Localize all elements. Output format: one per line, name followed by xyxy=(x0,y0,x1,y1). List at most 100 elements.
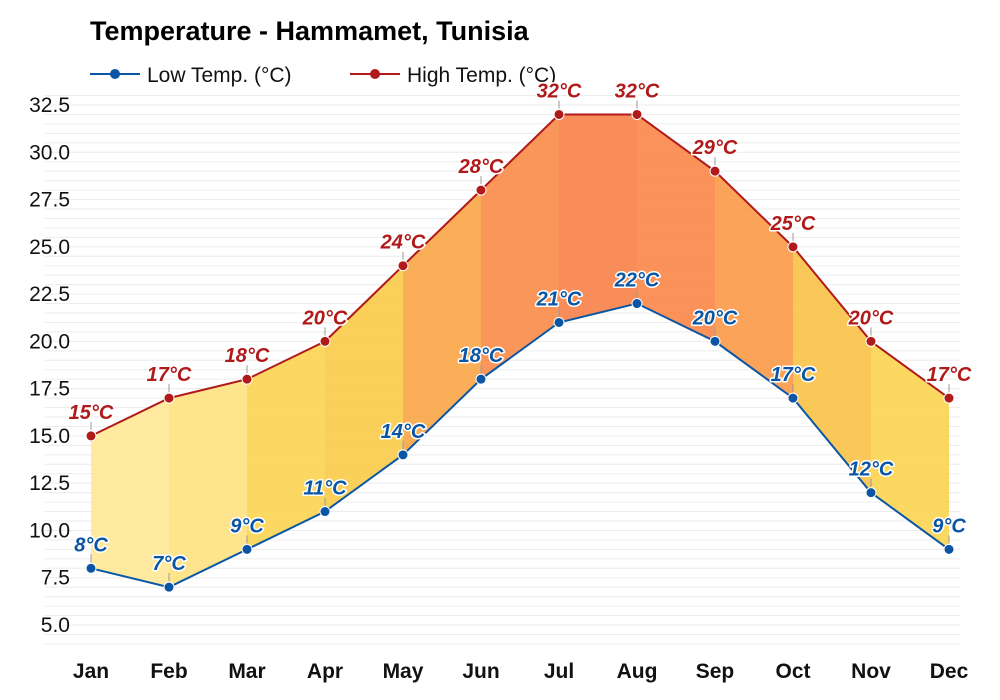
high-temp-point[interactable] xyxy=(85,430,97,442)
temperature-bands xyxy=(91,114,949,588)
band-segment xyxy=(637,114,715,342)
high-temp-point[interactable] xyxy=(787,241,799,253)
high-temp-point[interactable] xyxy=(943,392,955,404)
high-temp-label: 24°C xyxy=(380,232,426,254)
y-tick-label: 30.0 xyxy=(29,141,70,164)
y-tick-label: 20.0 xyxy=(29,330,70,353)
band-segment xyxy=(871,341,949,550)
y-tick-label: 22.5 xyxy=(29,283,70,306)
high-temp-label: 18°C xyxy=(225,345,270,367)
high-temp-point[interactable] xyxy=(397,260,409,272)
y-axis: 5.0 7.5 10.0 12.5 15.0 17.5 20.0 22.5 25.0 27.5 30… xyxy=(29,94,70,637)
low-temp-point[interactable] xyxy=(163,581,175,593)
low-temp-label: 17°C xyxy=(771,364,816,386)
legend-low-label: Low Temp. (°C) xyxy=(147,64,292,87)
legend: Low Temp. (°C) High Temp. (°C) xyxy=(90,64,556,87)
low-temp-point[interactable] xyxy=(241,543,253,555)
low-temp-label: 12°C xyxy=(849,459,894,481)
low-temp-line xyxy=(90,302,950,589)
low-temp-label: 9°C xyxy=(230,515,264,537)
low-temp-label: 11°C xyxy=(303,478,347,500)
low-temp-point[interactable] xyxy=(553,316,565,328)
band-segment xyxy=(169,379,247,588)
low-temp-label: 14°C xyxy=(381,421,426,443)
band-segment xyxy=(559,114,637,323)
band-segment xyxy=(403,190,481,455)
y-tick-label: 15.0 xyxy=(29,425,70,448)
x-axis: Jan Feb Mar Apr May Jun Jul Aug Sep Oct Nov Dec xyxy=(73,660,969,683)
high-temp-point[interactable] xyxy=(709,165,721,177)
chart-title: Temperature - Hammamet, Tunisia xyxy=(90,16,530,46)
legend-item-high[interactable]: High Temp. (°C) xyxy=(350,64,556,87)
x-tick-label: Sep xyxy=(696,660,735,683)
low-temp-label: 21°C xyxy=(536,288,582,310)
y-tick-label: 7.5 xyxy=(41,567,70,590)
high-temp-label: 29°C xyxy=(692,137,738,159)
x-tick-label: Mar xyxy=(228,660,265,683)
data-labels: 8°C 7°C 9°C 11°C 14°C 18°C 21°C 22°C 20°C 17°C 12°… xyxy=(67,79,973,582)
band-segment xyxy=(91,398,169,588)
x-tick-label: Jun xyxy=(462,660,499,683)
band-segment xyxy=(481,114,559,380)
y-tick-label: 10.0 xyxy=(29,519,70,542)
x-tick-label: May xyxy=(383,660,424,683)
y-tick-label: 25.0 xyxy=(29,236,70,259)
x-tick-label: Nov xyxy=(851,660,891,683)
high-temp-label: 20°C xyxy=(302,307,348,329)
series-points xyxy=(85,108,955,593)
x-tick-label: Oct xyxy=(775,660,810,683)
high-temp-label: 32°C xyxy=(537,80,582,102)
low-temp-point[interactable] xyxy=(787,392,799,404)
high-temp-label: 25°C xyxy=(770,213,816,235)
y-tick-label: 5.0 xyxy=(41,614,70,637)
low-temp-point[interactable] xyxy=(709,335,721,347)
x-tick-label: Feb xyxy=(150,660,187,683)
legend-low-marker xyxy=(110,69,120,79)
low-temp-point[interactable] xyxy=(865,487,877,499)
low-temp-point[interactable] xyxy=(475,373,487,385)
y-tick-label: 12.5 xyxy=(29,472,70,495)
y-tick-label: 17.5 xyxy=(29,378,70,401)
x-tick-label: Dec xyxy=(930,660,969,683)
high-temp-label: 28°C xyxy=(458,156,504,178)
x-tick-label: Aug xyxy=(617,660,658,683)
high-temp-point[interactable] xyxy=(475,184,487,196)
y-tick-label: 27.5 xyxy=(29,189,70,212)
high-temp-point[interactable] xyxy=(163,392,175,404)
low-temp-label: 22°C xyxy=(614,270,660,292)
low-temp-label: 7°C xyxy=(152,553,186,575)
low-temp-point[interactable] xyxy=(397,449,409,461)
x-tick-label: Apr xyxy=(307,660,343,683)
band-segment xyxy=(325,265,403,512)
low-temp-label: 9°C xyxy=(932,515,966,537)
high-temp-point[interactable] xyxy=(319,335,331,347)
series-lines xyxy=(90,113,950,589)
high-temp-point[interactable] xyxy=(865,335,877,347)
high-temp-point[interactable] xyxy=(631,108,643,120)
low-temp-point[interactable] xyxy=(631,298,643,310)
high-temp-point[interactable] xyxy=(241,373,253,385)
x-tick-label: Jan xyxy=(73,660,109,683)
low-temp-label: 18°C xyxy=(459,345,504,367)
high-temp-label: 17°C xyxy=(147,364,192,386)
legend-high-label: High Temp. (°C) xyxy=(407,64,556,87)
low-temp-point[interactable] xyxy=(319,506,331,518)
high-temp-line xyxy=(90,113,950,437)
legend-item-low[interactable]: Low Temp. (°C) xyxy=(90,64,292,87)
low-temp-point[interactable] xyxy=(85,562,97,574)
high-temp-label: 17°C xyxy=(927,364,972,386)
high-temp-label: 32°C xyxy=(615,80,660,102)
low-temp-point[interactable] xyxy=(943,543,955,555)
high-temp-point[interactable] xyxy=(553,108,565,120)
y-tick-label: 32.5 xyxy=(29,94,70,117)
high-temp-label: 20°C xyxy=(848,307,894,329)
low-temp-label: 8°C xyxy=(74,534,108,556)
x-tick-label: Jul xyxy=(544,660,574,683)
band-segment xyxy=(247,341,325,550)
low-temp-label: 20°C xyxy=(692,307,738,329)
legend-high-marker xyxy=(370,69,380,79)
high-temp-label: 15°C xyxy=(69,402,114,424)
band-segment xyxy=(793,246,871,493)
